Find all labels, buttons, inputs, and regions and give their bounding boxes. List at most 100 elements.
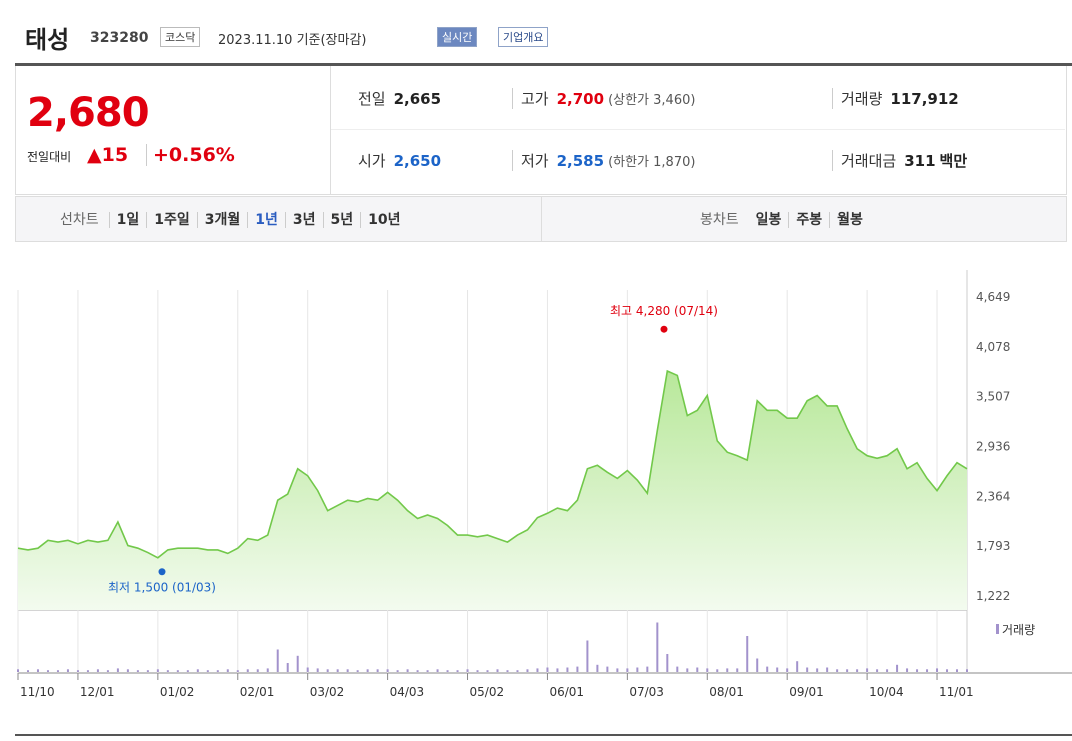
x-tick-label: 12/01 (80, 685, 115, 699)
volume-bar (356, 670, 359, 672)
stat-unit: 백만 (939, 152, 968, 170)
volume-bar (616, 668, 619, 672)
volume-bar (866, 668, 869, 672)
volume-bar (136, 670, 139, 672)
tab[interactable]: 1년 (247, 212, 285, 228)
volume-bar (206, 670, 209, 672)
stat: 거래대금 311 백만 (832, 150, 967, 171)
stock-code: 323280 (90, 30, 149, 46)
x-tick-label: 11/10 (20, 685, 55, 699)
tab[interactable]: 주봉 (788, 212, 830, 228)
tab[interactable]: 3년 (284, 212, 323, 228)
volume-bar (666, 654, 669, 672)
volume-bar (306, 667, 309, 672)
volume-bar (186, 670, 189, 672)
x-tick-label: 11/01 (939, 685, 974, 699)
volume-bar (496, 669, 499, 672)
volume-bar (896, 664, 899, 672)
volume-bar (636, 667, 639, 672)
volume-bar (96, 669, 99, 672)
stat-value: 2,665 (393, 90, 442, 108)
stat-label: 거래량 (841, 90, 883, 108)
y-tick-label: 1,793 (976, 539, 1010, 553)
volume-bar (126, 669, 129, 672)
volume-bar (916, 669, 919, 672)
volume-bar (606, 666, 609, 672)
volume-bar (626, 668, 629, 672)
volume-bar (726, 668, 729, 672)
top-rule (15, 63, 1072, 66)
volume-bar (716, 669, 719, 672)
change-label: 전일대비 (27, 150, 72, 164)
volume-bar (346, 669, 349, 672)
y-tick-label: 2,936 (976, 439, 1010, 453)
tab[interactable]: 5년 (322, 212, 361, 228)
volume-bar (416, 670, 419, 672)
tab[interactable]: 월봉 (829, 212, 870, 228)
volume-bar (556, 668, 559, 672)
company-button[interactable]: 기업개요 (498, 27, 549, 47)
stat-value: 2,650 (393, 152, 442, 170)
x-tick-label: 10/04 (869, 685, 904, 699)
tab[interactable]: 1일 (108, 212, 147, 228)
volume-bar (926, 669, 929, 672)
volume-bar (766, 666, 769, 672)
tab[interactable]: 일봉 (755, 212, 782, 228)
low-label: 최저 1,500 (01/03) (108, 581, 216, 595)
volume-bar (746, 636, 749, 672)
stat: 저가 2,585 (하한가 1,870) (512, 150, 695, 171)
tab[interactable]: 3개월 (196, 212, 248, 228)
volume-bar (286, 663, 289, 672)
volume-bar (196, 669, 199, 672)
volume-bar (506, 670, 509, 672)
volume-bar (426, 670, 429, 672)
volume-bar (296, 655, 299, 672)
y-tick-label: 3,507 (976, 390, 1010, 404)
volume-bar (546, 667, 549, 672)
volume-bar (646, 666, 649, 672)
volume-bar (376, 669, 379, 672)
volume-bar (396, 670, 399, 672)
line (17, 369, 968, 559)
volume-bar (326, 669, 329, 672)
stat: 거래량 117,912 (832, 88, 959, 109)
volume-bar (526, 669, 529, 672)
volume-bar (796, 661, 799, 672)
volume-bar (836, 669, 839, 672)
stat-label: 전일 (358, 90, 386, 108)
stat-label: 저가 (521, 152, 549, 170)
volume-bar (706, 668, 709, 672)
x-tick-label: 02/01 (240, 685, 275, 699)
candle-tabs: 봉차트 일봉 주봉 월봉 (700, 209, 870, 229)
volume-bar (226, 669, 229, 672)
volume-bar (756, 658, 759, 672)
tab[interactable]: 1주일 (146, 212, 197, 228)
x-tick-label: 07/03 (629, 685, 664, 699)
legend-label: 거래량 (1002, 623, 1035, 637)
volume-bar (946, 669, 949, 672)
realtime-button[interactable]: 실시간 (437, 27, 478, 47)
tab[interactable]: 10년 (360, 212, 408, 228)
x-tick-label: 04/03 (390, 685, 425, 699)
volume-bar (476, 670, 479, 672)
volume-bar (236, 670, 239, 672)
stat-value: 117,912 (890, 90, 959, 108)
volume-bar (686, 668, 689, 672)
volume-bar (276, 649, 279, 672)
volume-bar (886, 669, 889, 672)
volume-bar (856, 669, 859, 672)
volume-bar (17, 669, 19, 672)
chart: 11/10 12/01 01/02 02/01 03/02 04/03 05/02 06/01… (15, 270, 1072, 736)
volume-bar (956, 669, 959, 672)
stat: 전일 2,665 (358, 88, 441, 109)
volume-bar (846, 669, 849, 672)
volume-bar (116, 668, 119, 672)
stat-label: 시가 (358, 152, 386, 170)
volume-bar (386, 669, 389, 672)
tabs: 선차트 1일 1주일 3개월 1년 3년 5년 10년 (60, 209, 408, 229)
volume-bar (456, 670, 459, 672)
volume-bar (66, 669, 69, 672)
price: 2,680 (27, 90, 150, 136)
volume-bar (516, 670, 519, 672)
